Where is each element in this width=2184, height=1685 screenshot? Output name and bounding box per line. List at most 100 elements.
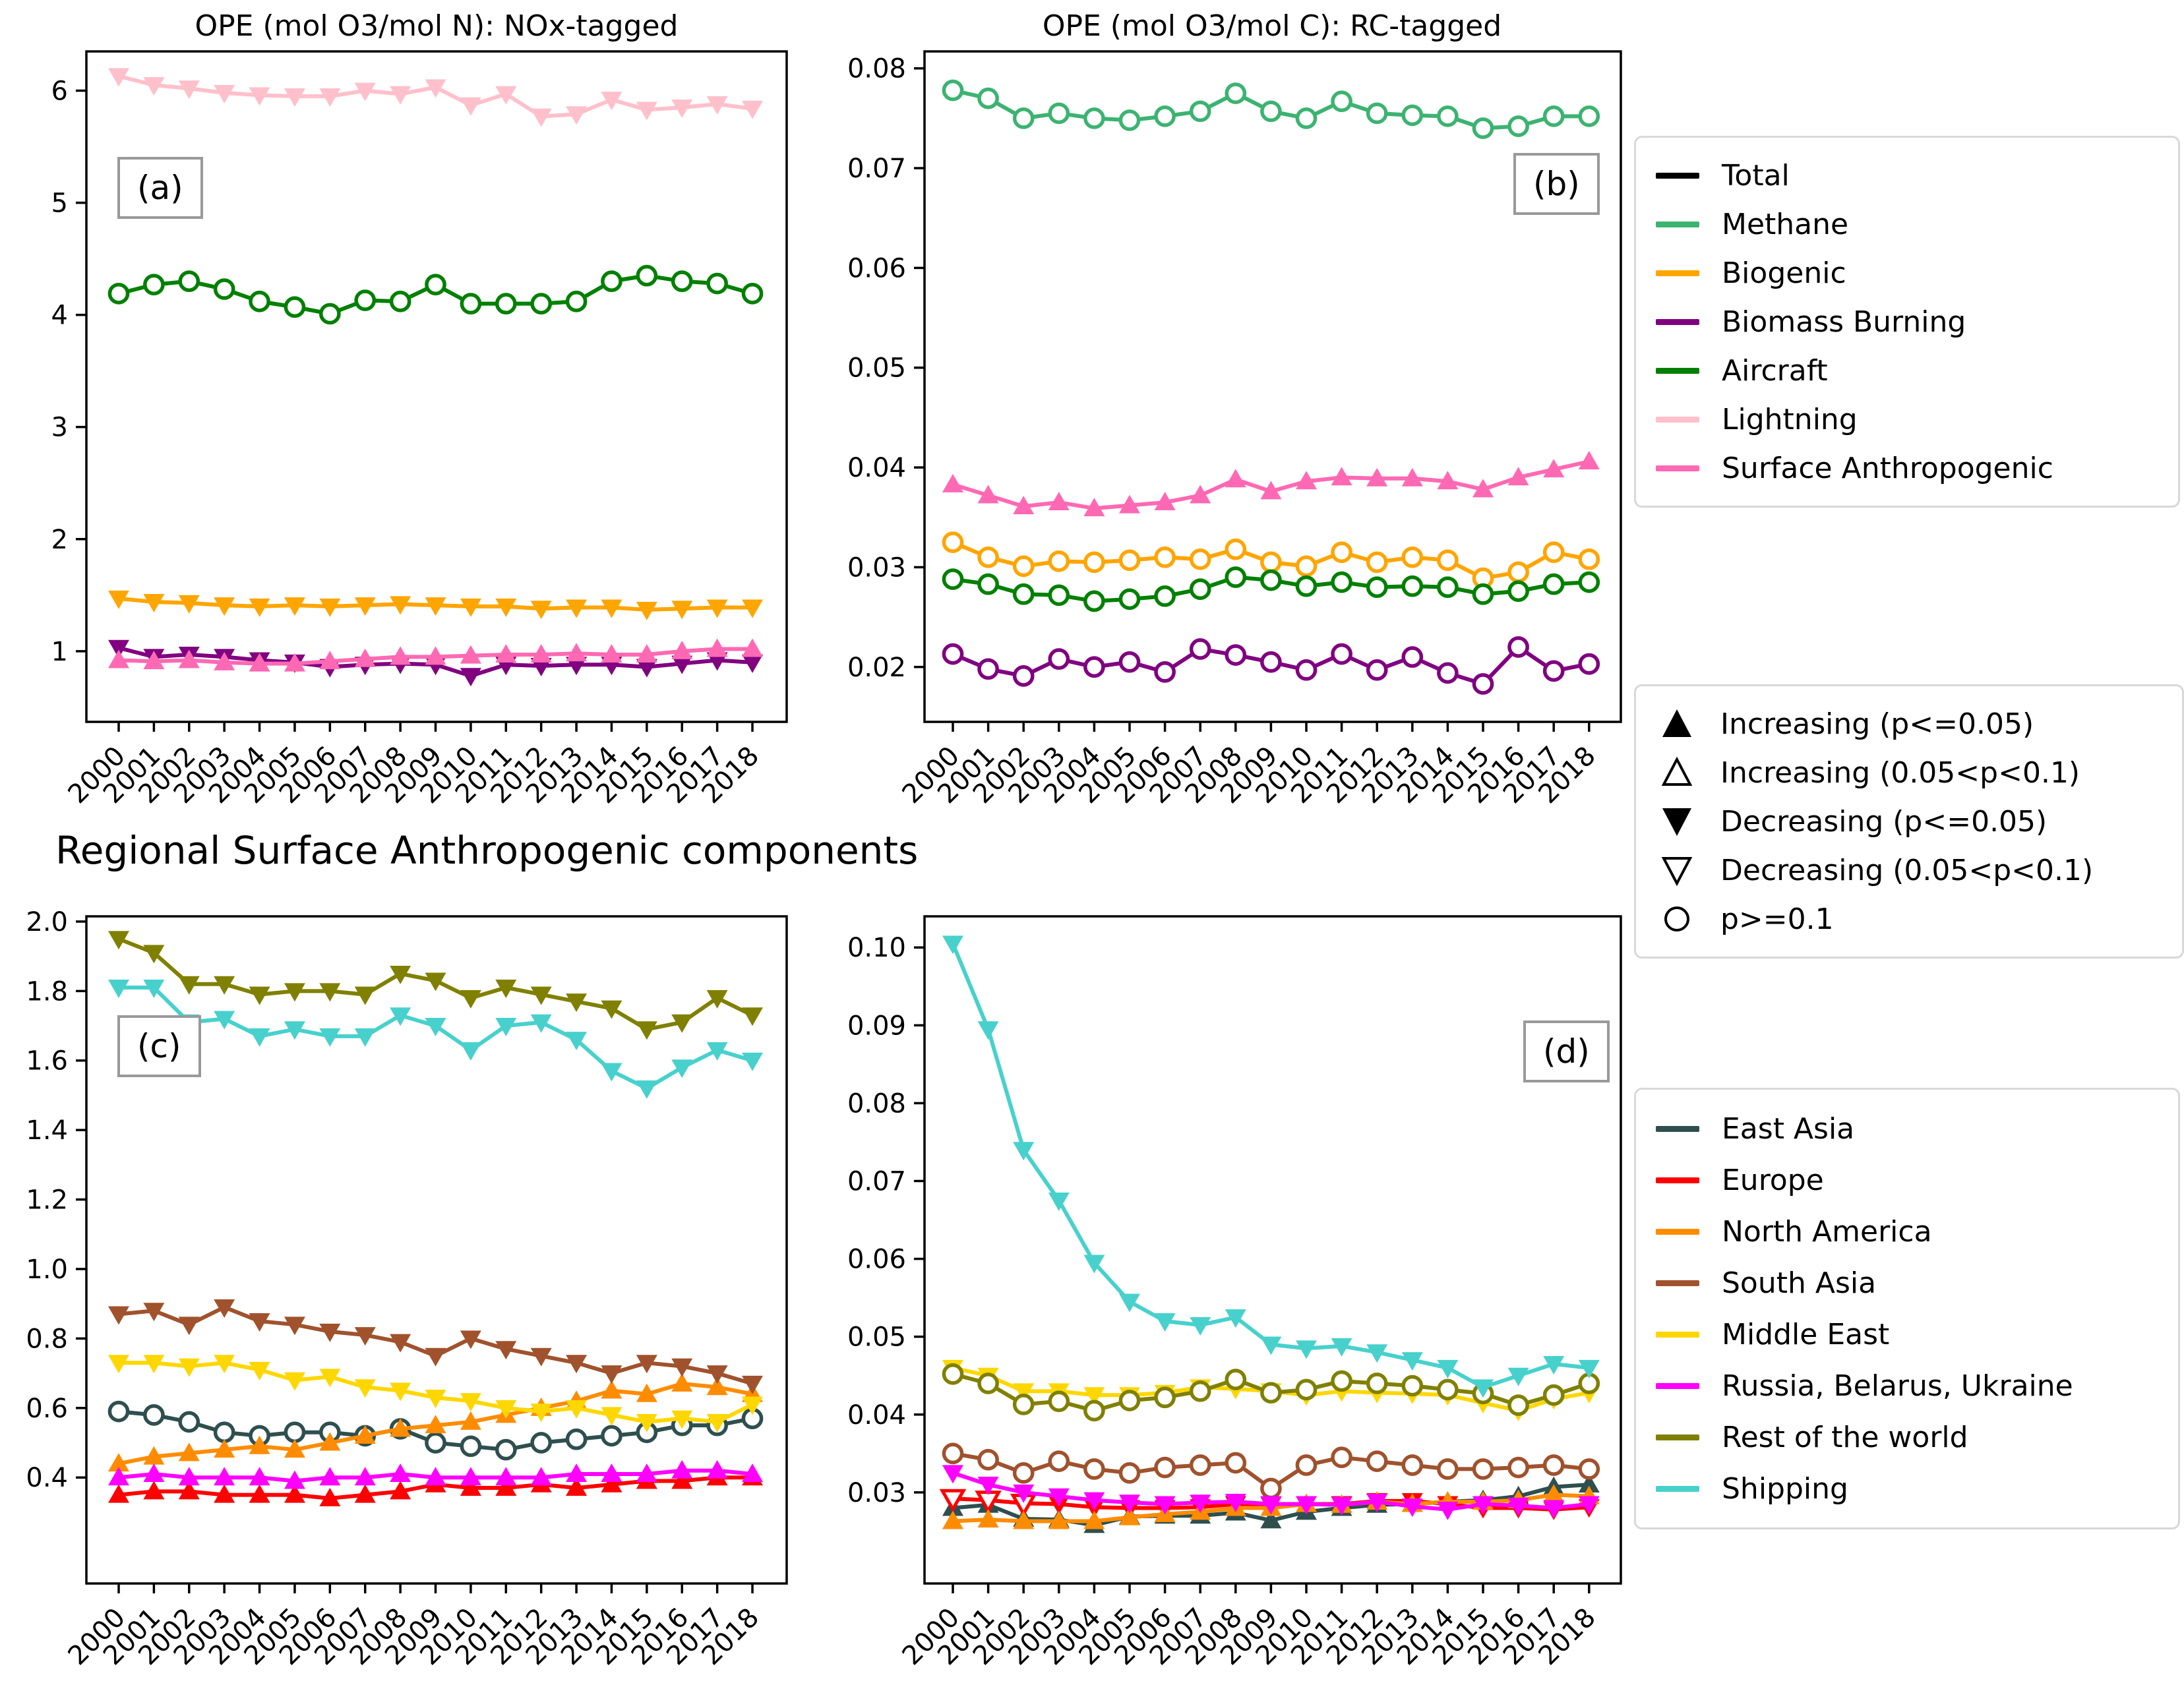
panel-d-series-south-asia <box>942 1442 1600 1500</box>
legend-label: North America <box>1722 1214 1932 1249</box>
legend-label: p>=0.1 <box>1720 902 1834 936</box>
legend-line-swatch <box>1656 172 1699 179</box>
legend-item-north-america: North America <box>1656 1206 2158 1257</box>
legend-item-aircraft: Aircraft <box>1656 346 2158 395</box>
panel-b-ytick: 0.05 <box>847 353 906 384</box>
down-open-marker-icon <box>1661 857 1693 887</box>
panel-d-ytick: 0.08 <box>847 1088 906 1119</box>
legend-item-middle-east: Middle East <box>1656 1309 2158 1360</box>
legend-label: South Asia <box>1722 1266 1877 1300</box>
legend-line-swatch <box>1656 416 1699 423</box>
legend-label: Surface Anthropogenic <box>1722 451 2053 485</box>
legend-line-swatch <box>1656 1331 1699 1338</box>
panel-c-ytick: 1.8 <box>26 976 68 1007</box>
down-marker-icon <box>1662 808 1691 836</box>
legend-regions: East Asia Europe North America South Asia Mi… <box>1634 1088 2180 1529</box>
panel-d-ytick: 0.06 <box>847 1245 906 1275</box>
panel-b-label: (b) <box>1513 153 1600 215</box>
panel-c-ytick: 0.4 <box>26 1463 68 1493</box>
panel-c-ytick: 1.2 <box>26 1185 68 1216</box>
legend-trend-markers: Increasing (p<=0.05) Increasing (0.05<p<0… <box>1634 684 2184 959</box>
panel-c-ytick: 0.8 <box>26 1324 68 1354</box>
legend-label: Middle East <box>1722 1317 1890 1351</box>
panel-d-ytick: 0.03 <box>847 1478 906 1508</box>
panel-d-label: (d) <box>1523 1020 1610 1082</box>
panel-a-series-surface-anthropogenic <box>108 638 764 672</box>
legend-item-east-asia: East Asia <box>1656 1103 2158 1154</box>
circle-marker-icon <box>1664 906 1689 931</box>
legend-label: Total <box>1722 158 1790 192</box>
panel-c-label: (c) <box>117 1015 201 1077</box>
legend-line-swatch <box>1656 221 1699 227</box>
legend-item-increasing-0-05-p-0-1: Increasing (0.05<p<0.1) <box>1656 748 2162 797</box>
panel-a-label: (a) <box>117 157 203 219</box>
legend-line-swatch <box>1656 1382 1699 1389</box>
legend-item-decreasing-0-05-p-0-1: Decreasing (0.05<p<0.1) <box>1656 846 2162 895</box>
section-title: Regional Surface Anthropogenic component… <box>55 828 919 873</box>
panel-d-series-shipping <box>942 935 1600 1398</box>
panel-d-series-rest-of-the-world <box>942 1363 1600 1422</box>
panel-d-ytick: 0.07 <box>847 1166 906 1197</box>
panel-b-ytick: 0.03 <box>847 552 906 583</box>
legend-label: Decreasing (p<=0.05) <box>1720 804 2048 839</box>
legend-line-swatch <box>1656 1125 1699 1132</box>
legend-item-p-0-1: p>=0.1 <box>1656 895 2162 943</box>
panel-c-ytick: 1.6 <box>26 1046 68 1077</box>
panel-c-series-russia-belarus-ukraine <box>108 1460 764 1489</box>
panel-b-series-surface-anthropogenic <box>942 451 1600 517</box>
legend-label: Europe <box>1722 1163 1824 1197</box>
panel-a-ytick: 6 <box>51 76 68 107</box>
legend-item-russia-belarus-ukraine: Russia, Belarus, Ukraine <box>1656 1360 2158 1411</box>
panel-c-series-north-america <box>108 1373 764 1472</box>
up-marker-icon <box>1662 709 1691 737</box>
legend-item-south-asia: South Asia <box>1656 1257 2158 1309</box>
panel-c-chart: 0.40.60.81.01.21.41.61.82.02000200120022… <box>26 907 788 1671</box>
legend-line-swatch <box>1656 465 1699 471</box>
panel-c-series-middle-east <box>108 1355 764 1433</box>
panel-c-series-south-asia <box>108 1299 764 1394</box>
legend-label: Rest of the world <box>1722 1420 1968 1454</box>
up-open-marker-icon <box>1661 756 1693 786</box>
legend-label: Increasing (0.05<p<0.1) <box>1720 755 2080 790</box>
panel-d-ytick: 0.09 <box>847 1011 906 1041</box>
panel-a-series-lightning <box>108 68 764 127</box>
panel-b-series-biomass-burning <box>942 636 1600 695</box>
legend-item-shipping: Shipping <box>1656 1463 2158 1514</box>
legend-line-swatch <box>1656 1434 1699 1440</box>
panel-a-series-aircraft <box>107 264 764 325</box>
panel-a-ytick: 2 <box>51 525 68 555</box>
legend-label: Increasing (p<=0.05) <box>1720 707 2034 741</box>
legend-label: Biomass Burning <box>1722 305 1966 339</box>
panel-b-title: OPE (mol O3/mol C): RC-tagged <box>1042 9 1502 43</box>
panel-d-ytick: 0.10 <box>847 933 906 963</box>
legend-item-europe: Europe <box>1656 1154 2158 1206</box>
panel-b-series-methane <box>942 79 1600 139</box>
legend-item-methane: Methane <box>1656 200 2158 249</box>
legend-label: Russia, Belarus, Ukraine <box>1722 1369 2073 1403</box>
legend-line-swatch <box>1656 1280 1699 1286</box>
panel-a-ytick: 1 <box>51 637 68 667</box>
legend-line-swatch <box>1656 270 1699 276</box>
legend-label: Aircraft <box>1722 353 1828 388</box>
panel-c-series-shipping <box>108 980 764 1099</box>
panel-a-ytick: 5 <box>51 189 68 219</box>
panel-d-ytick: 0.05 <box>847 1322 906 1353</box>
panel-a-title: OPE (mol O3/mol N): NOx-tagged <box>195 9 679 43</box>
legend-label: Lightning <box>1722 402 1858 436</box>
panel-b-series-aircraft <box>942 566 1600 612</box>
panel-c-ytick: 2.0 <box>26 907 68 937</box>
panel-b-ytick: 0.02 <box>847 653 906 683</box>
legend-sources: Total Methane Biogenic Biomass Burning Aircr… <box>1634 136 2180 508</box>
legend-line-swatch <box>1656 318 1699 325</box>
legend-item-increasing-p-0-05: Increasing (p<=0.05) <box>1656 699 2162 748</box>
legend-item-decreasing-p-0-05: Decreasing (p<=0.05) <box>1656 797 2162 846</box>
panel-a-ytick: 4 <box>51 301 68 331</box>
panel-a-series-biogenic <box>108 590 764 620</box>
panel-a-ytick: 3 <box>51 413 68 443</box>
legend-item-surface-anthropogenic: Surface Anthropogenic <box>1656 444 2158 492</box>
legend-label: Biogenic <box>1722 256 1846 290</box>
panel-c-series-rest-of-the-world <box>108 931 764 1040</box>
panel-b-series-biogenic <box>942 531 1600 589</box>
